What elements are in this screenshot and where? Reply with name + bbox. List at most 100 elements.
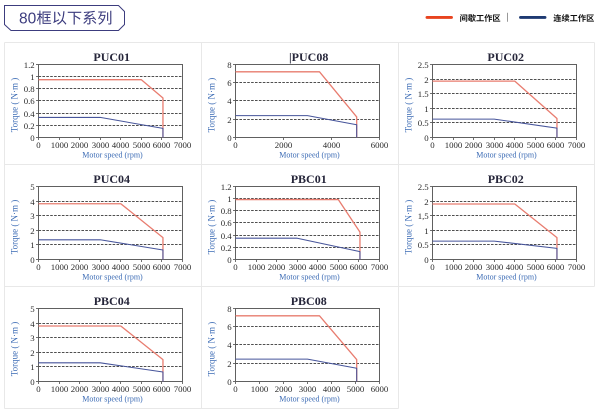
svg-text:Motor speed (rpm): Motor speed (rpm) bbox=[82, 394, 143, 403]
svg-text:6000: 6000 bbox=[547, 140, 565, 150]
svg-text:0: 0 bbox=[227, 377, 232, 387]
svg-text:6000: 6000 bbox=[350, 262, 368, 272]
svg-text:0: 0 bbox=[430, 262, 435, 272]
svg-text:3000: 3000 bbox=[486, 140, 504, 150]
svg-text:1: 1 bbox=[30, 362, 34, 372]
svg-text:5000: 5000 bbox=[133, 140, 151, 150]
svg-text:2: 2 bbox=[227, 359, 231, 369]
svg-text:0.5: 0.5 bbox=[418, 118, 430, 128]
svg-text:Torque ( N·m ): Torque ( N·m ) bbox=[404, 78, 414, 133]
svg-text:2: 2 bbox=[30, 226, 34, 236]
svg-text:1000: 1000 bbox=[51, 262, 69, 272]
svg-text:0: 0 bbox=[30, 133, 35, 143]
svg-text:5: 5 bbox=[30, 182, 35, 192]
svg-text:3000: 3000 bbox=[299, 384, 317, 394]
svg-text:PUC01: PUC01 bbox=[93, 50, 130, 64]
svg-text:PBC02: PBC02 bbox=[488, 172, 524, 186]
svg-text:0.6: 0.6 bbox=[221, 218, 233, 228]
svg-text:3000: 3000 bbox=[289, 262, 307, 272]
svg-text:1000: 1000 bbox=[51, 384, 69, 394]
svg-text:5000: 5000 bbox=[347, 384, 365, 394]
svg-text:0: 0 bbox=[227, 133, 232, 143]
svg-text:Motor speed (rpm): Motor speed (rpm) bbox=[82, 150, 143, 159]
svg-text:4000: 4000 bbox=[112, 384, 130, 394]
svg-text:0.4: 0.4 bbox=[221, 231, 233, 241]
svg-text:2: 2 bbox=[227, 115, 231, 125]
svg-text:1: 1 bbox=[30, 72, 34, 82]
svg-text:0.2: 0.2 bbox=[24, 121, 35, 131]
svg-text:2.5: 2.5 bbox=[418, 182, 430, 192]
svg-text:0: 0 bbox=[430, 140, 435, 150]
svg-text:6: 6 bbox=[227, 322, 232, 332]
svg-text:4000: 4000 bbox=[323, 140, 341, 150]
svg-text:1.2: 1.2 bbox=[221, 182, 232, 192]
svg-text:1000: 1000 bbox=[51, 140, 69, 150]
svg-text:8: 8 bbox=[227, 304, 232, 314]
svg-text:0: 0 bbox=[233, 262, 238, 272]
svg-text:PBC01: PBC01 bbox=[291, 172, 327, 186]
svg-text:6000: 6000 bbox=[371, 140, 389, 150]
svg-text:3000: 3000 bbox=[92, 384, 110, 394]
svg-text:2000: 2000 bbox=[465, 262, 483, 272]
svg-text:Motor speed (rpm): Motor speed (rpm) bbox=[476, 150, 537, 159]
svg-text:1: 1 bbox=[424, 104, 428, 114]
svg-text:0: 0 bbox=[233, 384, 238, 394]
svg-text:1000: 1000 bbox=[445, 140, 463, 150]
svg-text:0.8: 0.8 bbox=[221, 206, 233, 216]
svg-text:6000: 6000 bbox=[153, 140, 171, 150]
svg-text:8: 8 bbox=[227, 60, 232, 70]
svg-text:Torque ( N·m ): Torque ( N·m ) bbox=[10, 322, 20, 377]
svg-text:0: 0 bbox=[36, 384, 41, 394]
svg-text:6000: 6000 bbox=[153, 262, 171, 272]
svg-text:1: 1 bbox=[424, 226, 428, 236]
svg-text:5000: 5000 bbox=[330, 262, 348, 272]
svg-text:7000: 7000 bbox=[174, 384, 192, 394]
svg-text:80: 80 bbox=[19, 10, 37, 27]
svg-text:PUC04: PUC04 bbox=[93, 172, 130, 186]
svg-text:2: 2 bbox=[30, 348, 34, 358]
svg-text:Torque ( N·m ): Torque ( N·m ) bbox=[404, 200, 414, 255]
svg-text:7000: 7000 bbox=[371, 262, 389, 272]
svg-text:0.8: 0.8 bbox=[24, 84, 36, 94]
svg-text:PBC04: PBC04 bbox=[94, 294, 130, 308]
svg-text:0: 0 bbox=[36, 140, 41, 150]
svg-text:0: 0 bbox=[30, 255, 35, 265]
svg-text:3000: 3000 bbox=[92, 262, 110, 272]
svg-text:5000: 5000 bbox=[527, 262, 545, 272]
svg-text:0.2: 0.2 bbox=[221, 243, 232, 253]
svg-text:4000: 4000 bbox=[506, 262, 524, 272]
svg-text:0.5: 0.5 bbox=[418, 240, 430, 250]
svg-text:1000: 1000 bbox=[248, 262, 266, 272]
svg-text:1000: 1000 bbox=[251, 384, 269, 394]
svg-text:2000: 2000 bbox=[275, 140, 293, 150]
svg-text:1000: 1000 bbox=[445, 262, 463, 272]
svg-text:2: 2 bbox=[424, 75, 428, 85]
svg-text:7000: 7000 bbox=[568, 140, 586, 150]
svg-text:6: 6 bbox=[227, 78, 232, 88]
svg-text:7000: 7000 bbox=[174, 140, 192, 150]
svg-text:4000: 4000 bbox=[309, 262, 327, 272]
svg-text:0: 0 bbox=[227, 255, 232, 265]
svg-text:Torque ( N·m ): Torque ( N·m ) bbox=[207, 322, 217, 377]
svg-text:5000: 5000 bbox=[133, 262, 151, 272]
svg-text:7000: 7000 bbox=[568, 262, 586, 272]
svg-text:2.5: 2.5 bbox=[418, 60, 430, 70]
svg-text:2000: 2000 bbox=[275, 384, 293, 394]
svg-text:2: 2 bbox=[424, 197, 428, 207]
svg-text:4000: 4000 bbox=[112, 262, 130, 272]
svg-text:4000: 4000 bbox=[112, 140, 130, 150]
svg-text:1.2: 1.2 bbox=[24, 60, 35, 70]
svg-text:1.5: 1.5 bbox=[418, 89, 430, 99]
svg-text:7000: 7000 bbox=[174, 262, 192, 272]
svg-text:1: 1 bbox=[30, 240, 34, 250]
svg-text:5000: 5000 bbox=[527, 140, 545, 150]
svg-text:6000: 6000 bbox=[547, 262, 565, 272]
svg-text:4: 4 bbox=[227, 340, 232, 350]
svg-text:2000: 2000 bbox=[268, 262, 286, 272]
svg-text:Torque ( N·m ): Torque ( N·m ) bbox=[207, 78, 217, 133]
svg-text:Torque ( N·m ): Torque ( N·m ) bbox=[207, 200, 217, 255]
svg-text:6000: 6000 bbox=[153, 384, 171, 394]
svg-text:0: 0 bbox=[424, 255, 429, 265]
svg-text:PUC02: PUC02 bbox=[487, 50, 524, 64]
svg-text:4000: 4000 bbox=[506, 140, 524, 150]
